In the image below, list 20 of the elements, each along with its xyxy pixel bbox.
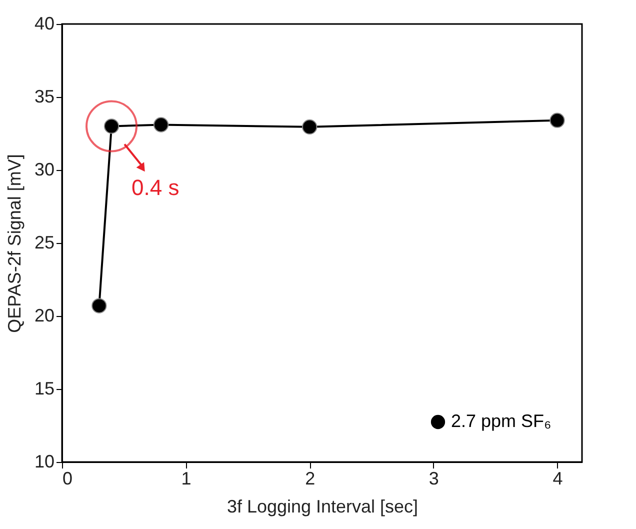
y-tick-label: 20 xyxy=(34,306,54,326)
x-tick-label: 1 xyxy=(181,468,192,488)
x-axis-title: 3f Logging Interval [sec] xyxy=(226,496,418,516)
annotation: 0.4 s xyxy=(132,175,180,200)
y-tick-label: 15 xyxy=(34,378,54,398)
x-tick-label: 2 xyxy=(305,468,316,488)
point xyxy=(92,298,107,314)
x-tick-label: 0 xyxy=(62,468,73,488)
x-tick-label: 3 xyxy=(428,468,439,488)
point xyxy=(302,119,318,134)
point xyxy=(550,112,565,128)
y-tick-label: 40 xyxy=(34,14,54,34)
y-axis-title: QEPAS-2f Signal [mV] xyxy=(4,154,24,333)
y-tick-label: 10 xyxy=(34,452,54,472)
y-tick-label: 30 xyxy=(34,160,54,180)
y-tick-label: 35 xyxy=(34,86,54,106)
x-tick-label: 4 xyxy=(552,468,563,488)
legend-label: 2.7 ppm SF₆ xyxy=(451,411,552,431)
y-tick-label: 25 xyxy=(34,232,54,252)
point xyxy=(153,117,169,132)
